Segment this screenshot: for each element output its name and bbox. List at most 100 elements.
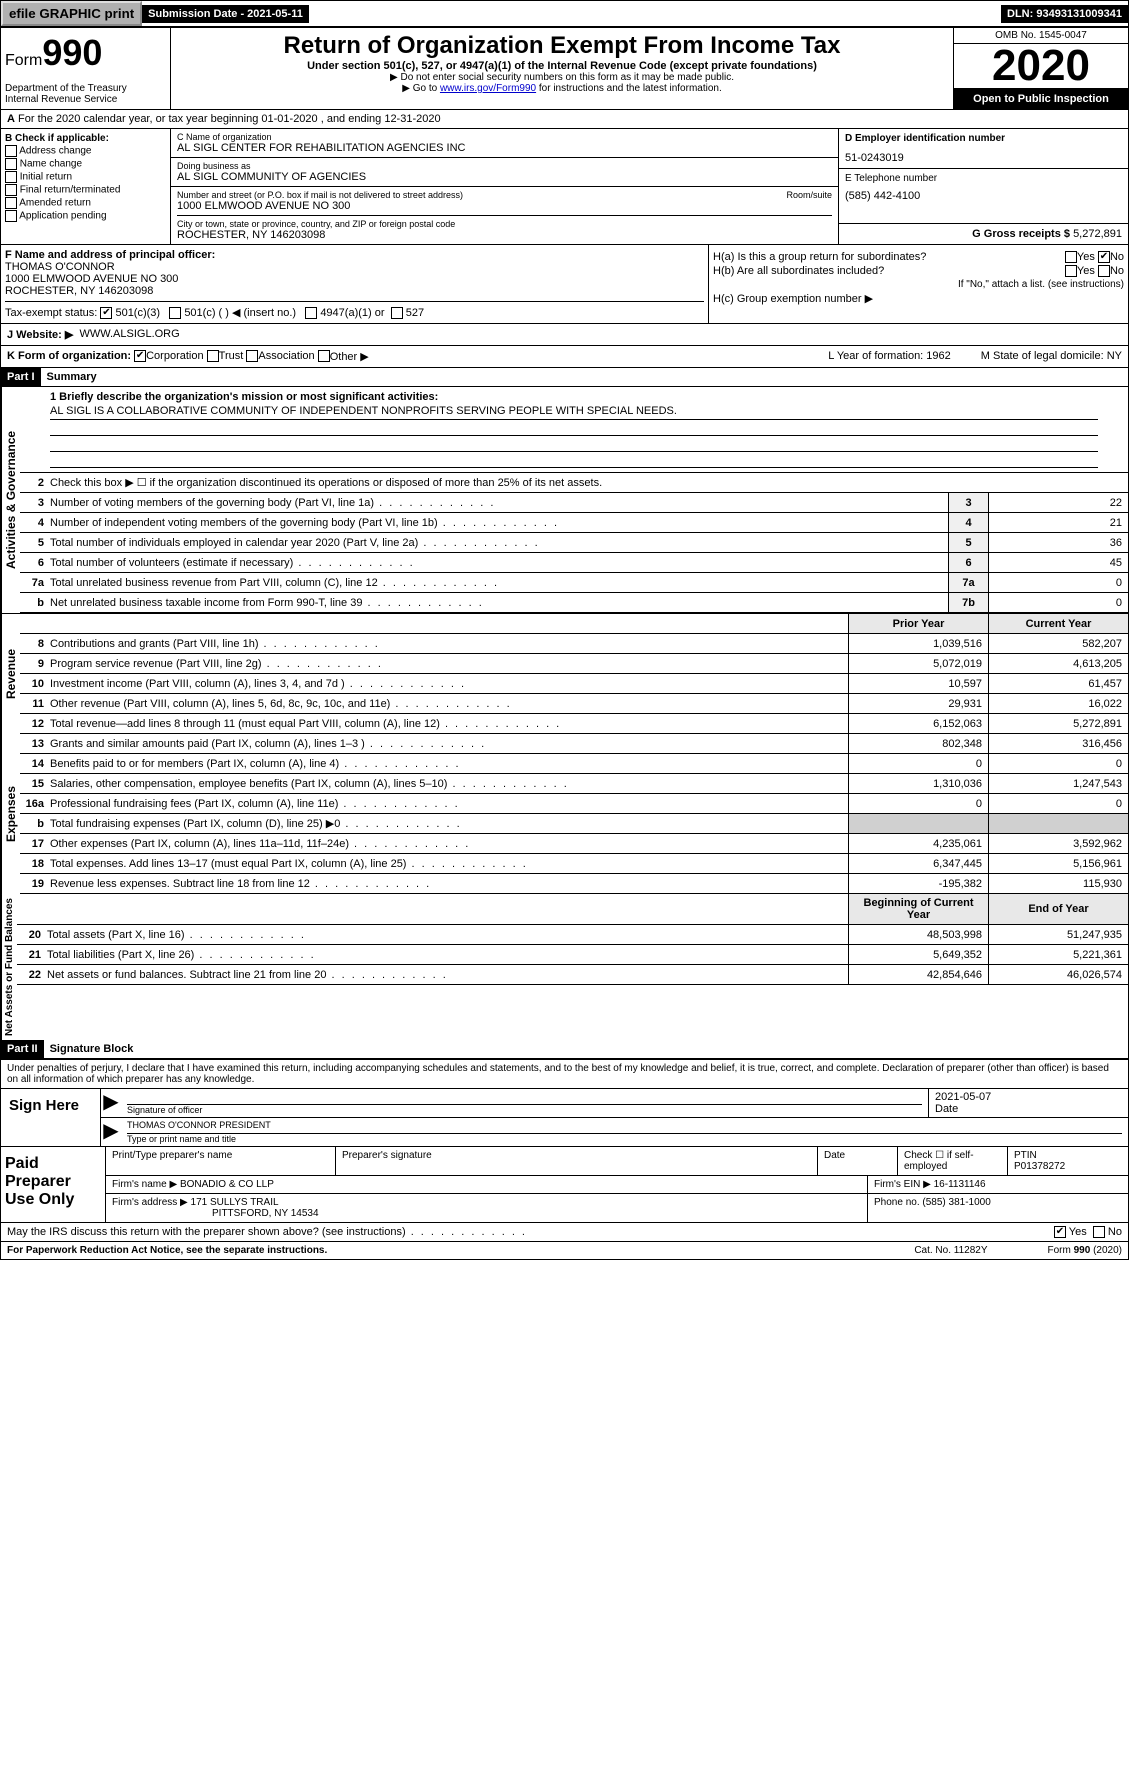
current-year-header: Current Year (988, 614, 1128, 633)
cat-number: Cat. No. 11282Y (914, 1245, 987, 1256)
firm-addr2: PITTSFORD, NY 14534 (212, 1208, 319, 1219)
discuss-yes[interactable] (1054, 1226, 1066, 1238)
4947-checkbox[interactable] (305, 307, 317, 319)
prior-value: -195,382 (848, 874, 988, 893)
prior-value: 42,854,646 (848, 965, 988, 984)
sig-officer-label: Signature of officer (127, 1105, 202, 1115)
checkbox-option[interactable]: Initial return (5, 171, 166, 183)
form-number-footer: Form 990 (2020) (1048, 1245, 1122, 1256)
current-value: 3,592,962 (988, 834, 1128, 853)
ssn-note: ▶ Do not enter social security numbers o… (175, 72, 949, 83)
line-desc: Other expenses (Part IX, column (A), lin… (50, 835, 848, 853)
form-subtitle: Under section 501(c), 527, or 4947(a)(1)… (175, 60, 949, 72)
inspection-label: Open to Public Inspection (954, 89, 1128, 109)
line-box: 5 (948, 533, 988, 552)
section-b-checkboxes: B Check if applicable: Address change Na… (1, 129, 171, 244)
trust-checkbox[interactable] (207, 350, 219, 362)
ein-value: 51-0243019 (845, 152, 1122, 164)
begin-year-header: Beginning of Current Year (848, 894, 988, 924)
mission-text: AL SIGL IS A COLLABORATIVE COMMUNITY OF … (50, 403, 1098, 420)
side-governance: Activities & Governance (1, 387, 20, 613)
paid-preparer-label: Paid Preparer Use Only (1, 1147, 106, 1222)
perjury-statement: Under penalties of perjury, I declare th… (1, 1060, 1128, 1089)
prior-value: 48,503,998 (848, 925, 988, 944)
arrow-icon: ▶ (101, 1118, 121, 1146)
501c-checkbox[interactable] (169, 307, 181, 319)
line-desc: Total fundraising expenses (Part IX, col… (50, 814, 848, 833)
side-netassets: Net Assets or Fund Balances (1, 894, 17, 1040)
efile-print-button[interactable]: efile GRAPHIC print (1, 1, 142, 26)
tel-value: (585) 442-4100 (845, 190, 1122, 202)
prior-value: 4,235,061 (848, 834, 988, 853)
name-label: C Name of organization (177, 132, 832, 142)
ha-no[interactable] (1098, 251, 1110, 263)
current-value: 115,930 (988, 874, 1128, 893)
prior-value: 0 (848, 794, 988, 813)
city-address: ROCHESTER, NY 146203098 (177, 229, 832, 241)
current-value: 16,022 (988, 694, 1128, 713)
ha-label: H(a) Is this a group return for subordin… (713, 251, 926, 263)
corp-checkbox[interactable] (134, 350, 146, 362)
line-value: 45 (988, 553, 1128, 572)
side-revenue: Revenue (1, 614, 20, 734)
checkbox-option[interactable]: Amended return (5, 197, 166, 209)
ptin-value: P01378272 (1014, 1161, 1065, 1172)
ha-yes[interactable] (1065, 251, 1077, 263)
line-desc: Professional fundraising fees (Part IX, … (50, 795, 848, 813)
current-value: 316,456 (988, 734, 1128, 753)
hb-yes[interactable] (1065, 265, 1077, 277)
527-checkbox[interactable] (391, 307, 403, 319)
line-desc: Net assets or fund balances. Subtract li… (47, 966, 848, 984)
ein-label: D Employer identification number (845, 133, 1122, 144)
firm-addr1: 171 SULLYS TRAIL (191, 1197, 279, 1208)
discuss-no[interactable] (1093, 1226, 1105, 1238)
dba-name: AL SIGL COMMUNITY OF AGENCIES (177, 171, 832, 183)
prior-value: 1,039,516 (848, 634, 988, 653)
assoc-checkbox[interactable] (246, 350, 258, 362)
officer-addr2: ROCHESTER, NY 146203098 (5, 285, 704, 297)
line-desc: Total number of volunteers (estimate if … (50, 554, 948, 572)
org-name: AL SIGL CENTER FOR REHABILITATION AGENCI… (177, 142, 832, 154)
sig-date: 2021-05-07 (935, 1091, 1122, 1103)
current-value: 0 (988, 794, 1128, 813)
website-value: WWW.ALSIGL.ORG (79, 328, 179, 341)
officer-typed-name: THOMAS O'CONNOR PRESIDENT (127, 1120, 1122, 1134)
end-year-header: End of Year (988, 894, 1128, 924)
prior-value: 6,152,063 (848, 714, 988, 733)
line-desc: Net unrelated business taxable income fr… (50, 594, 948, 612)
checkbox-option[interactable]: Name change (5, 158, 166, 170)
irs-link[interactable]: www.irs.gov/Form990 (440, 83, 536, 94)
paperwork-notice: For Paperwork Reduction Act Notice, see … (7, 1245, 327, 1256)
prior-value: 0 (848, 754, 988, 773)
line-desc: Contributions and grants (Part VIII, lin… (50, 635, 848, 653)
line-desc: Total expenses. Add lines 13–17 (must eq… (50, 855, 848, 873)
prior-value: 5,649,352 (848, 945, 988, 964)
tel-label: E Telephone number (845, 173, 1122, 184)
tax-exempt-row: Tax-exempt status: 501(c)(3) 501(c) ( ) … (5, 301, 704, 319)
current-value: 0 (988, 754, 1128, 773)
side-expenses: Expenses (1, 734, 20, 894)
501c3-checkbox[interactable] (100, 307, 112, 319)
top-bar: efile GRAPHIC print Submission Date - 20… (0, 0, 1129, 27)
line-desc: Program service revenue (Part VIII, line… (50, 655, 848, 673)
line-desc: Total assets (Part X, line 16) (47, 926, 848, 944)
current-value: 51,247,935 (988, 925, 1128, 944)
current-value: 5,272,891 (988, 714, 1128, 733)
checkbox-option[interactable]: Address change (5, 145, 166, 157)
other-checkbox[interactable] (318, 350, 330, 362)
hb-no[interactable] (1098, 265, 1110, 277)
current-value: 4,613,205 (988, 654, 1128, 673)
current-value (988, 814, 1128, 833)
phone-label: Phone no. (874, 1197, 920, 1208)
firm-ein: 16-1131146 (934, 1179, 986, 1190)
firm-addr-label: Firm's address ▶ (112, 1197, 188, 1208)
checkbox-option[interactable]: Final return/terminated (5, 184, 166, 196)
part1-header: Part I (1, 368, 41, 386)
date-label: Date (935, 1103, 958, 1115)
website-label: J Website: ▶ (7, 328, 73, 341)
line-value: 0 (988, 593, 1128, 612)
line2: Check this box ▶ ☐ if the organization d… (50, 473, 1128, 492)
checkbox-option[interactable]: Application pending (5, 210, 166, 222)
prep-date-label: Date (818, 1147, 898, 1175)
current-value: 5,156,961 (988, 854, 1128, 873)
